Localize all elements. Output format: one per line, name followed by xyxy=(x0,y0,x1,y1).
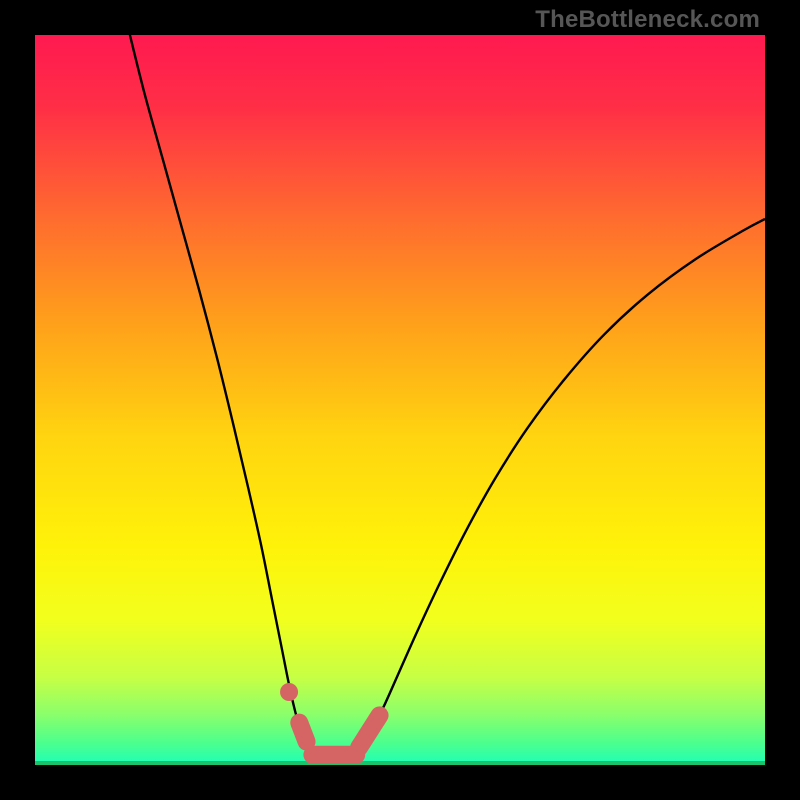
marker-dot xyxy=(280,683,298,701)
plot-area xyxy=(35,35,765,765)
bottleneck-curve-chart xyxy=(35,35,765,765)
green-floor-strip xyxy=(35,761,765,765)
marker-segment xyxy=(299,723,306,742)
chart-frame: TheBottleneck.com xyxy=(0,0,800,800)
watermark-text: TheBottleneck.com xyxy=(535,6,760,34)
gradient-background xyxy=(35,35,765,765)
